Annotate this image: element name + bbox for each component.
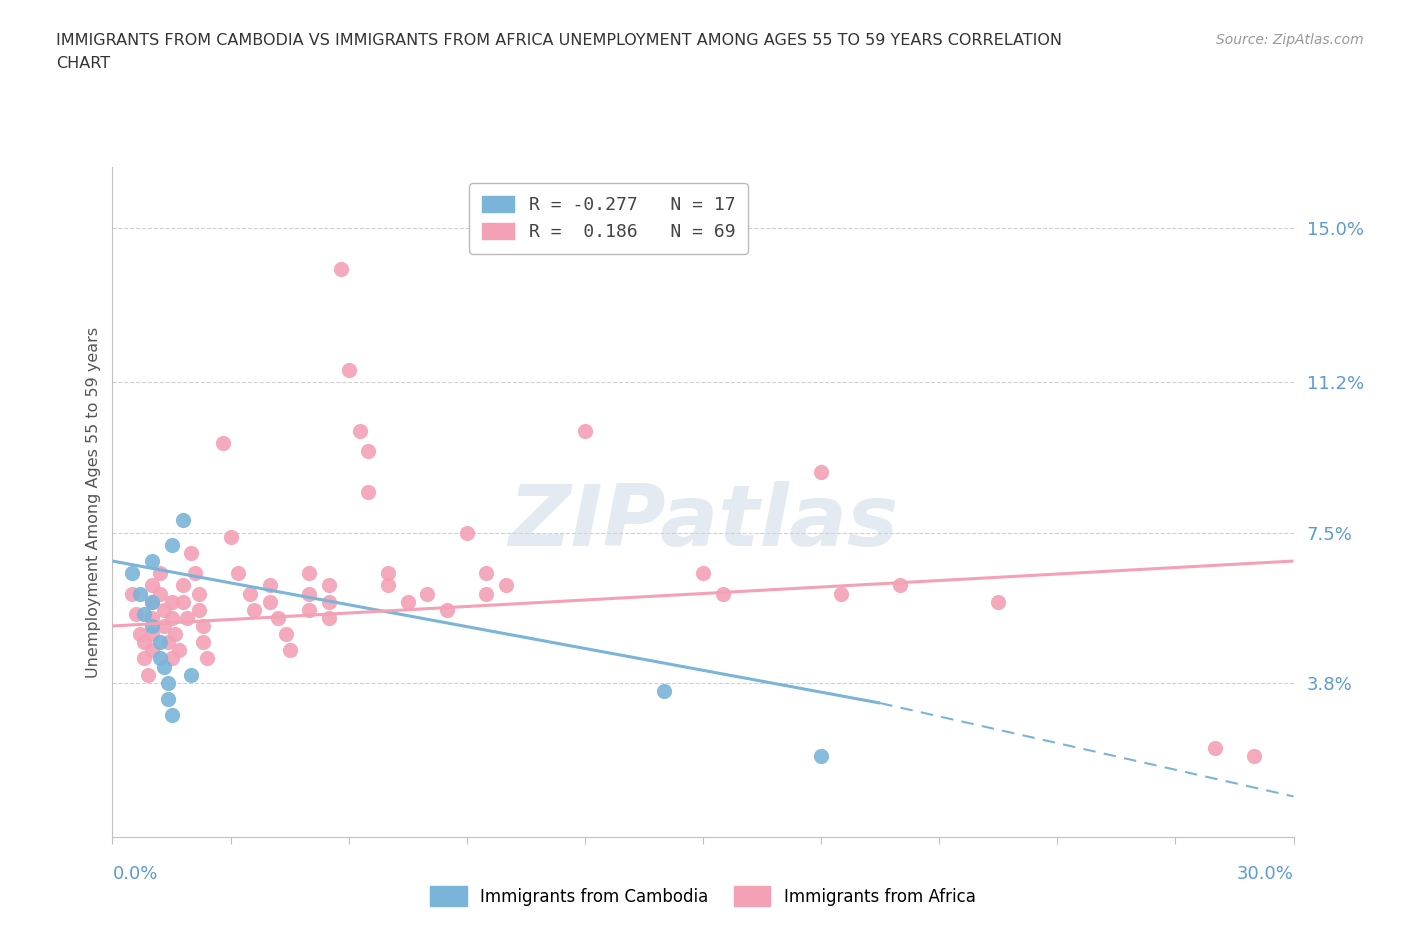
Point <box>169 643 191 658</box>
Point <box>165 627 187 642</box>
Point <box>160 708 183 723</box>
Point <box>141 553 163 568</box>
Point <box>298 565 321 580</box>
Point <box>141 610 163 625</box>
Point <box>377 578 399 592</box>
Text: 0.0%: 0.0% <box>112 865 157 883</box>
Point <box>274 627 297 642</box>
Point <box>357 444 380 458</box>
Point <box>129 627 152 642</box>
Point <box>152 603 174 618</box>
Point <box>180 667 202 682</box>
Point <box>329 261 352 276</box>
Point <box>652 684 675 698</box>
Point <box>176 610 198 625</box>
Point <box>456 525 478 540</box>
Point <box>396 594 419 609</box>
Text: Source: ZipAtlas.com: Source: ZipAtlas.com <box>1216 33 1364 46</box>
Point <box>219 529 242 544</box>
Point <box>259 594 281 609</box>
Point <box>121 586 143 601</box>
Point <box>1243 749 1265 764</box>
Point <box>156 675 179 690</box>
Point <box>149 635 172 650</box>
Point <box>141 643 163 658</box>
Point <box>125 606 148 621</box>
Point <box>149 651 172 666</box>
Point <box>141 627 163 642</box>
Point <box>436 603 458 618</box>
Point <box>156 692 179 707</box>
Point <box>298 586 321 601</box>
Point <box>711 586 734 601</box>
Point <box>267 610 290 625</box>
Point <box>136 667 159 682</box>
Point <box>160 594 183 609</box>
Point <box>172 594 194 609</box>
Point <box>191 618 214 633</box>
Point <box>152 618 174 633</box>
Point <box>1204 740 1226 755</box>
Point <box>195 651 218 666</box>
Point <box>495 578 517 592</box>
Point <box>475 565 498 580</box>
Point <box>416 586 439 601</box>
Point <box>132 606 155 621</box>
Point <box>156 635 179 650</box>
Point <box>188 603 211 618</box>
Point <box>228 565 250 580</box>
Text: CHART: CHART <box>56 56 110 71</box>
Point <box>318 594 340 609</box>
Point <box>889 578 911 592</box>
Point <box>211 436 233 451</box>
Text: IMMIGRANTS FROM CAMBODIA VS IMMIGRANTS FROM AFRICA UNEMPLOYMENT AMONG AGES 55 TO: IMMIGRANTS FROM CAMBODIA VS IMMIGRANTS F… <box>56 33 1063 47</box>
Y-axis label: Unemployment Among Ages 55 to 59 years: Unemployment Among Ages 55 to 59 years <box>86 326 101 678</box>
Point <box>318 610 340 625</box>
Point <box>141 578 163 592</box>
Point <box>692 565 714 580</box>
Point <box>188 586 211 601</box>
Point <box>191 635 214 650</box>
Point <box>810 749 832 764</box>
Legend: Immigrants from Cambodia, Immigrants from Africa: Immigrants from Cambodia, Immigrants fro… <box>423 880 983 912</box>
Point <box>475 586 498 601</box>
Point <box>377 565 399 580</box>
Point <box>141 618 163 633</box>
Point <box>239 586 262 601</box>
Point <box>337 363 360 378</box>
Point <box>160 651 183 666</box>
Text: 30.0%: 30.0% <box>1237 865 1294 883</box>
Point <box>160 538 183 552</box>
Point <box>172 578 194 592</box>
Legend: R = -0.277   N = 17, R =  0.186   N = 69: R = -0.277 N = 17, R = 0.186 N = 69 <box>470 183 748 254</box>
Point <box>132 651 155 666</box>
Point <box>129 586 152 601</box>
Point <box>180 546 202 561</box>
Point <box>357 485 380 499</box>
Point <box>160 610 183 625</box>
Point <box>830 586 852 601</box>
Point <box>132 635 155 650</box>
Point <box>243 603 266 618</box>
Point <box>318 578 340 592</box>
Point <box>298 603 321 618</box>
Point <box>349 424 371 439</box>
Point <box>987 594 1010 609</box>
Point <box>149 565 172 580</box>
Point <box>141 594 163 609</box>
Text: ZIPatlas: ZIPatlas <box>508 481 898 564</box>
Point <box>259 578 281 592</box>
Point <box>278 643 301 658</box>
Point <box>149 586 172 601</box>
Point <box>184 565 207 580</box>
Point <box>810 464 832 479</box>
Point <box>121 565 143 580</box>
Point <box>574 424 596 439</box>
Point <box>172 513 194 528</box>
Point <box>141 594 163 609</box>
Point <box>152 659 174 674</box>
